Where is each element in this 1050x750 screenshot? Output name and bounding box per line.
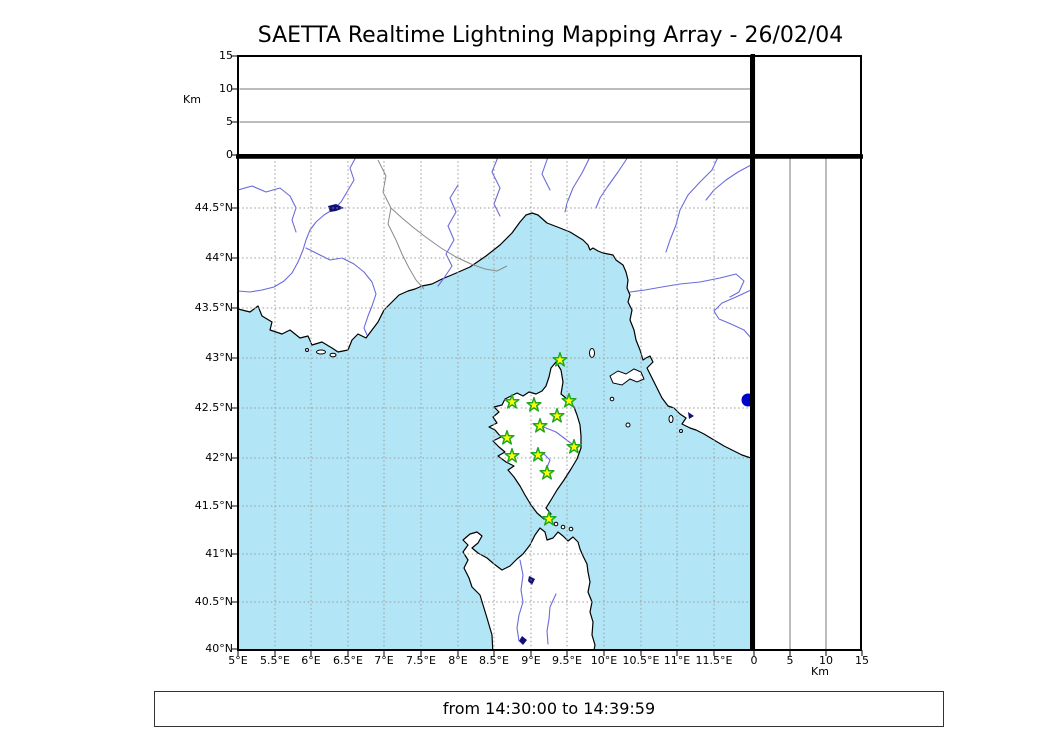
pianosa-island	[609, 396, 615, 402]
lon-tick-label: 7°E	[374, 654, 394, 667]
lat-tick-label: 42°N	[205, 451, 233, 464]
lat-tick-label: 43.5°N	[194, 301, 233, 314]
right-km-tick-label: 0	[750, 654, 758, 667]
mainland-coastline	[238, 157, 751, 459]
lat-tick-label: 41°N	[205, 547, 233, 560]
time-range-box: from 14:30:00 to 14:39:59	[154, 691, 944, 727]
station-marker	[539, 464, 555, 480]
altitude-tick-label: 10	[219, 82, 233, 95]
lat-tick-label: 40.5°N	[194, 595, 233, 608]
right-km-tick-label: 5	[786, 654, 794, 667]
hyeres-island	[316, 349, 326, 355]
station-marker	[499, 429, 515, 445]
station-marker	[526, 396, 542, 412]
time-range-text: from 14:30:00 to 14:39:59	[442, 699, 656, 718]
station-marker	[552, 351, 568, 367]
maddalena-islet	[568, 526, 574, 532]
lon-tick-label: 11.5°E	[695, 654, 733, 667]
right-panel-gridlines	[789, 158, 827, 649]
lon-tick-label: 8.5°E	[479, 654, 509, 667]
lon-tick-label: 8°E	[448, 654, 468, 667]
station-marker	[549, 407, 565, 423]
rivers	[238, 157, 751, 645]
lat-tick-label: 44°N	[205, 251, 233, 264]
lat-tick-label: 40°N	[205, 642, 233, 655]
lon-tick-label: 7.5°E	[406, 654, 436, 667]
altitude-tick-label: 5	[226, 115, 233, 128]
corner-panel	[751, 56, 861, 155]
lon-tick-label: 9.5°E	[552, 654, 582, 667]
event-dot	[741, 393, 751, 407]
right-km-tick-label: 10	[819, 654, 833, 667]
map-panel	[238, 157, 751, 650]
event-markers	[741, 393, 751, 407]
giglio-island	[668, 415, 674, 423]
axis-ticks	[232, 55, 863, 656]
map-gridlines	[238, 157, 751, 650]
right-axis-label: Km	[811, 665, 829, 678]
lon-tick-label: 9°E	[521, 654, 541, 667]
page-title: SAETTA Realtime Lightning Mapping Array …	[257, 23, 844, 48]
right-altitude-panel	[751, 157, 861, 650]
capraia-island	[589, 348, 595, 358]
lon-tick-label: 11°E	[663, 654, 691, 667]
sardinia-coastline	[462, 527, 596, 650]
station-markers	[499, 351, 582, 526]
lon-tick-label: 5°E	[228, 654, 248, 667]
altitude-axis-label: Km	[183, 93, 201, 106]
strait-islet	[553, 521, 559, 527]
montecristo-island	[625, 422, 631, 428]
lon-tick-label: 6°E	[301, 654, 321, 667]
country-borders	[377, 159, 508, 290]
lon-tick-label: 6.5°E	[333, 654, 363, 667]
station-marker	[532, 417, 548, 433]
lon-tick-label: 10°E	[590, 654, 618, 667]
lat-tick-label: 43°N	[205, 351, 233, 364]
right-km-tick-label: 15	[855, 654, 869, 667]
station-marker	[530, 446, 546, 462]
strait-islet	[560, 524, 566, 530]
lon-tick-label: 5.5°E	[260, 654, 290, 667]
lat-tick-label: 41.5°N	[194, 499, 233, 512]
lat-tick-label: 42.5°N	[194, 401, 233, 414]
station-marker	[504, 447, 520, 463]
hyeres-island	[329, 352, 337, 358]
lat-tick-label: 44.5°N	[194, 201, 233, 214]
giannutri-island	[679, 429, 683, 433]
station-marker	[561, 392, 577, 408]
station-marker	[566, 438, 582, 454]
hyeres-island	[305, 348, 309, 352]
altitude-tick-label: 0	[226, 148, 233, 161]
lakes	[328, 204, 694, 645]
elba-island	[609, 368, 645, 386]
altitude-tick-label: 15	[219, 49, 233, 62]
lon-tick-label: 10.5°E	[622, 654, 660, 667]
station-marker	[541, 510, 557, 526]
altitude-panel-gridlines	[239, 88, 750, 123]
altitude-panel	[238, 56, 751, 155]
station-marker	[504, 393, 520, 409]
